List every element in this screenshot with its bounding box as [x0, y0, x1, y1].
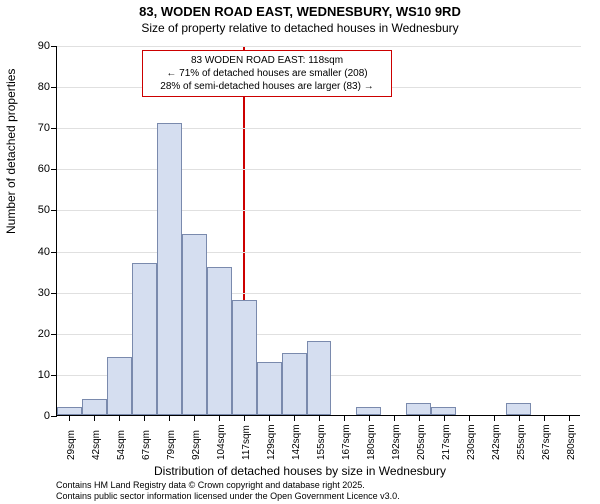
histogram-bar	[232, 300, 257, 415]
x-tick	[469, 415, 470, 421]
x-tick	[119, 415, 120, 421]
histogram-bar	[356, 407, 381, 415]
x-tick-label: 280sqm	[566, 424, 577, 460]
y-tick-label: 0	[26, 410, 50, 422]
page-title-line2: Size of property relative to detached ho…	[0, 21, 600, 35]
y-gridline	[57, 128, 581, 129]
y-tick	[51, 416, 57, 417]
x-tick	[169, 415, 170, 421]
y-gridline	[57, 210, 581, 211]
page-title-line1: 83, WODEN ROAD EAST, WEDNESBURY, WS10 9R…	[0, 4, 600, 19]
histogram-bar	[406, 403, 431, 415]
x-tick	[244, 415, 245, 421]
footer: Contains HM Land Registry data © Crown c…	[56, 480, 400, 502]
x-tick-label: 29sqm	[66, 430, 77, 460]
histogram-bar	[257, 362, 282, 415]
x-tick-label: 180sqm	[366, 424, 377, 460]
x-tick	[294, 415, 295, 421]
x-tick	[519, 415, 520, 421]
y-tick-label: 20	[26, 328, 50, 340]
x-tick	[319, 415, 320, 421]
annotation-line2: ← 71% of detached houses are smaller (20…	[149, 67, 385, 80]
histogram-bar	[107, 357, 132, 415]
y-tick	[51, 293, 57, 294]
x-tick	[219, 415, 220, 421]
footer-line2: Contains public sector information licen…	[56, 491, 400, 502]
histogram-bar	[307, 341, 332, 415]
y-tick	[51, 128, 57, 129]
y-tick-label: 80	[26, 81, 50, 93]
histogram-bar	[182, 234, 207, 415]
x-tick-label: 142sqm	[291, 424, 302, 460]
histogram-bar	[282, 353, 307, 415]
plot-area: 83 WODEN ROAD EAST: 118sqm ← 71% of deta…	[56, 46, 580, 416]
x-tick	[419, 415, 420, 421]
x-tick-label: 242sqm	[491, 424, 502, 460]
x-tick-label: 255sqm	[516, 424, 527, 460]
x-tick-label: 42sqm	[91, 430, 102, 460]
y-gridline	[57, 46, 581, 47]
x-tick	[94, 415, 95, 421]
x-tick-label: 117sqm	[241, 425, 252, 460]
x-tick-label: 192sqm	[391, 424, 402, 460]
histogram-bar	[157, 123, 182, 415]
histogram-bar	[207, 267, 232, 415]
histogram-bar	[57, 407, 82, 415]
x-tick	[344, 415, 345, 421]
x-tick	[194, 415, 195, 421]
x-tick-label: 92sqm	[191, 430, 202, 460]
chart: 83 WODEN ROAD EAST: 118sqm ← 71% of deta…	[56, 46, 580, 416]
y-tick	[51, 334, 57, 335]
x-tick	[269, 415, 270, 421]
y-tick-label: 70	[26, 122, 50, 134]
y-tick	[51, 210, 57, 211]
y-axis-label: Number of detached properties	[4, 69, 18, 234]
x-tick-label: 67sqm	[141, 430, 152, 460]
x-tick-label: 129sqm	[266, 424, 277, 460]
x-tick	[444, 415, 445, 421]
y-tick	[51, 252, 57, 253]
x-tick-label: 79sqm	[166, 430, 177, 460]
y-tick-label: 90	[26, 40, 50, 52]
annotation-line3: 28% of semi-detached houses are larger (…	[149, 80, 385, 93]
y-tick-label: 60	[26, 163, 50, 175]
annotation-box: 83 WODEN ROAD EAST: 118sqm ← 71% of deta…	[142, 50, 392, 97]
x-tick-label: 104sqm	[216, 424, 227, 460]
x-tick-label: 167sqm	[341, 424, 352, 460]
x-tick-label: 155sqm	[316, 424, 327, 460]
y-tick	[51, 169, 57, 170]
x-tick	[69, 415, 70, 421]
x-axis-label: Distribution of detached houses by size …	[0, 464, 600, 478]
y-tick	[51, 46, 57, 47]
y-gridline	[57, 169, 581, 170]
x-tick-label: 217sqm	[441, 424, 452, 460]
histogram-bar	[82, 399, 107, 415]
footer-line1: Contains HM Land Registry data © Crown c…	[56, 480, 400, 491]
x-tick	[569, 415, 570, 421]
y-tick	[51, 87, 57, 88]
annotation-line1: 83 WODEN ROAD EAST: 118sqm	[149, 54, 385, 67]
x-tick	[144, 415, 145, 421]
y-tick-label: 50	[26, 204, 50, 216]
y-tick-label: 30	[26, 287, 50, 299]
x-tick-label: 205sqm	[416, 424, 427, 460]
x-tick	[394, 415, 395, 421]
x-tick	[544, 415, 545, 421]
y-tick-label: 10	[26, 369, 50, 381]
x-tick	[369, 415, 370, 421]
histogram-bar	[132, 263, 157, 415]
x-tick-label: 54sqm	[116, 430, 127, 460]
x-tick-label: 230sqm	[466, 424, 477, 460]
histogram-bar	[431, 407, 456, 415]
x-tick-label: 267sqm	[541, 424, 552, 460]
y-gridline	[57, 252, 581, 253]
y-tick	[51, 375, 57, 376]
y-tick-label: 40	[26, 246, 50, 258]
x-tick	[494, 415, 495, 421]
histogram-bar	[506, 403, 531, 415]
